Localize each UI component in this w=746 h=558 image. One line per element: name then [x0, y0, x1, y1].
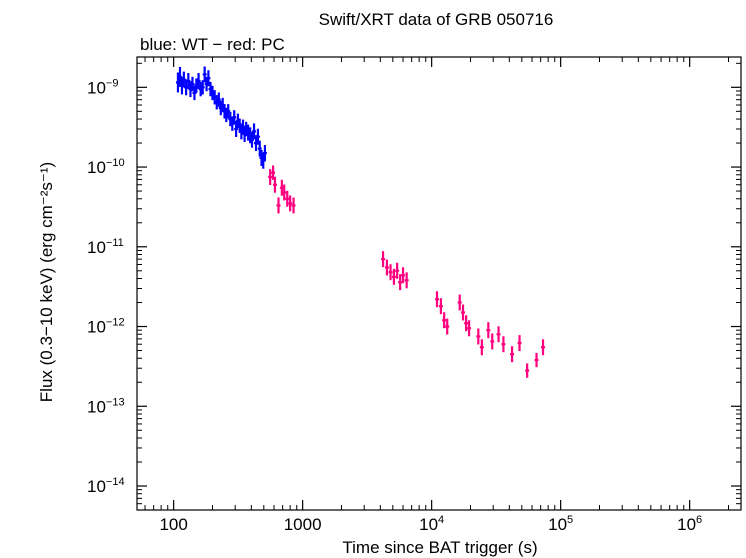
data-point-pc — [445, 318, 450, 335]
data-point-pc — [541, 339, 546, 356]
data-point-wt — [192, 85, 197, 101]
data-point-pc — [404, 272, 409, 289]
x-tick-label: 106 — [677, 514, 702, 534]
data-point-pc — [395, 262, 400, 279]
data-point-pc — [457, 294, 462, 311]
x-tick-label: 1000 — [284, 515, 322, 534]
chart-subtitle: blue: WT − red: PC — [140, 35, 285, 54]
data-point-pc — [486, 322, 491, 339]
data-point-wt — [232, 110, 237, 125]
data-point-pc — [534, 352, 539, 368]
data-point-wt — [216, 92, 221, 107]
data-point-pc — [461, 304, 465, 321]
data-point-pc — [442, 312, 447, 329]
data-point-pc — [501, 336, 506, 353]
data-point-wt — [202, 66, 207, 83]
data-point-pc — [268, 169, 273, 185]
data-point-pc — [476, 328, 481, 345]
data-point-pc — [464, 315, 469, 332]
y-axis-label: Flux (0.3−10 keV) (erg cm⁻²s⁻¹) — [37, 162, 56, 402]
data-point-pc — [525, 363, 530, 378]
y-tick-label: 10−10 — [87, 157, 125, 177]
x-axis-label: Time since BAT trigger (s) — [342, 538, 537, 557]
data-point-pc — [434, 291, 439, 308]
chart-title: Swift/XRT data of GRB 050716 — [319, 10, 554, 29]
data-point-wt — [252, 123, 257, 140]
data-point-pc — [496, 326, 501, 343]
data-point-wt — [262, 145, 267, 161]
data-point-pc — [384, 259, 389, 276]
data-point-pc — [271, 165, 276, 180]
data-point-pc — [288, 195, 293, 212]
x-tick-label: 104 — [419, 514, 444, 534]
x-tick-label: 105 — [548, 514, 573, 534]
data-point-pc — [276, 197, 281, 214]
data-point-wt — [206, 70, 211, 87]
data-point-pc — [398, 274, 403, 291]
data-point-wt — [196, 73, 201, 89]
data-point-pc — [490, 333, 495, 350]
data-point-pc — [467, 320, 472, 337]
data-point-wt — [255, 128, 260, 145]
series-pc — [268, 165, 546, 378]
data-point-pc — [510, 346, 515, 363]
y-tick-label: 10−11 — [87, 237, 124, 257]
data-point-pc — [381, 251, 386, 268]
y-tick-label: 10−13 — [87, 396, 125, 416]
data-point-wt — [186, 73, 191, 89]
data-point-wt — [257, 140, 262, 157]
data-point-wt — [190, 76, 195, 92]
y-tick-label: 10−14 — [87, 476, 125, 496]
data-point-wt — [226, 104, 231, 119]
data-point-wt — [234, 121, 239, 137]
data-point-pc — [388, 264, 393, 281]
y-tick-label: 10−12 — [87, 317, 125, 337]
data-point-wt — [200, 80, 205, 95]
data-point-pc — [272, 176, 277, 193]
data-point-pc — [282, 184, 287, 201]
data-point-pc — [479, 339, 484, 356]
data-point-pc — [517, 335, 522, 352]
data-point-pc — [391, 268, 396, 285]
data-point-wt — [250, 131, 254, 148]
data-point-pc — [401, 267, 406, 284]
series-wt — [175, 66, 267, 169]
plot-frame — [136, 56, 742, 511]
data-point-pc — [291, 197, 296, 214]
y-tick-label: 10−9 — [87, 77, 118, 97]
x-tick-label: 100 — [159, 515, 187, 534]
data-point-pc — [438, 298, 443, 315]
data-point-pc — [285, 190, 290, 207]
